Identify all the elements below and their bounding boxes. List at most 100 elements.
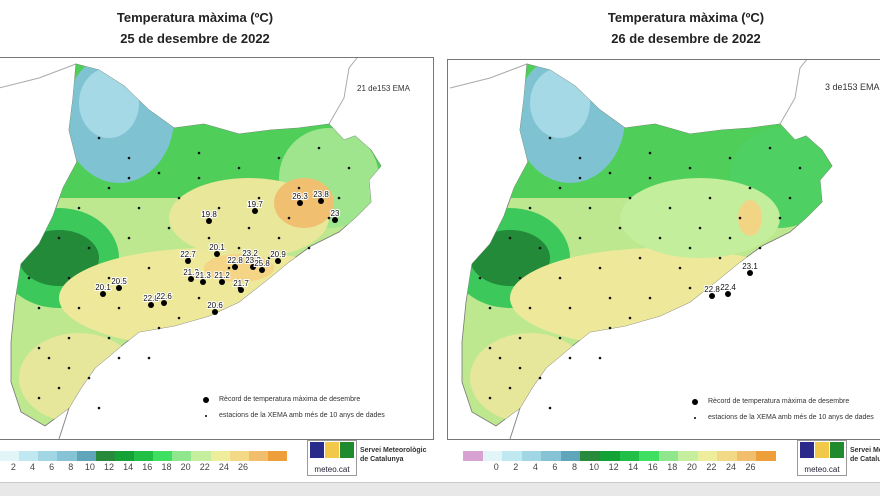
record-label: 26.3 [292, 192, 308, 201]
station-dot [648, 296, 652, 300]
station-dot [107, 336, 111, 340]
station-dot [648, 151, 652, 155]
legend-stations: estacions de la XEMA amb més de 10 anys … [708, 414, 874, 421]
record-dot [200, 279, 206, 285]
station-dot [568, 356, 572, 360]
station-dot [347, 166, 351, 170]
station-dot [277, 236, 281, 240]
station-dot [117, 356, 121, 360]
colorbar-segment [521, 451, 542, 461]
record-label: 21.3 [195, 271, 211, 280]
colorbar-segment [482, 451, 503, 461]
station-dot [67, 336, 71, 340]
border-line [509, 407, 521, 439]
station-dot [147, 356, 151, 360]
record-label: 21.3 [183, 268, 199, 277]
record-dot [709, 293, 715, 299]
map-panel-right: 23.1 22.8 22.4 3 de153 EMA Rècord de tempe… [447, 59, 880, 440]
station-dot [518, 336, 522, 340]
colorbar-tick-label: 12 [104, 462, 115, 472]
record-label: 19.7 [247, 200, 263, 209]
station-dot [337, 196, 341, 200]
station-dot [678, 266, 682, 270]
station-dot [37, 346, 41, 350]
record-dot [116, 285, 122, 291]
station-dot [317, 146, 321, 150]
colorbar-segment [463, 451, 483, 461]
field-west-dark [19, 230, 99, 286]
station-dot [528, 306, 532, 310]
logo-text: meteo.cat [314, 465, 350, 474]
colorbar-tick-label: 26 [237, 462, 248, 472]
colorbar-tick-label: 14 [628, 462, 639, 472]
title-text: Temperatura màxima (ºC) [607, 10, 765, 25]
station-dot [27, 276, 31, 280]
station-dot [548, 406, 552, 410]
record-dot [332, 217, 338, 223]
record-dot [185, 258, 191, 264]
colorbar-segment [133, 451, 154, 461]
station-dot [197, 151, 201, 155]
station-dot [107, 186, 111, 190]
station-dot [57, 236, 61, 240]
station-dot [628, 196, 632, 200]
colorbar-segment [756, 451, 776, 461]
station-dot [528, 206, 532, 210]
station-dot [197, 296, 201, 300]
colorbar-tick-label: 14 [123, 462, 134, 472]
record-dot [259, 267, 265, 273]
station-dot [217, 206, 221, 210]
map-legend: Rècord de temperatura màxima de desembre… [692, 398, 874, 430]
station-dot [37, 396, 41, 400]
station-dot [538, 376, 542, 380]
legend-record: Rècord de temperatura màxima de desembre [708, 398, 850, 405]
colorbar-segment [95, 451, 115, 461]
station-dot [197, 176, 201, 180]
meteocat-logo: meteo.cat [307, 440, 357, 476]
colorbar-tick-label: 2 [10, 462, 16, 472]
colorbar-segment [153, 451, 173, 461]
temperature-fields [11, 64, 381, 423]
station-dot [598, 356, 602, 360]
station-dot [97, 136, 101, 140]
station-dot [257, 196, 261, 200]
record-dot [212, 309, 218, 315]
colorbar-segment [541, 451, 561, 461]
border-line [0, 63, 77, 89]
colorbar-segment [38, 451, 58, 461]
logo-square-yellow [815, 442, 829, 458]
station-dot [77, 306, 81, 310]
colorbar-segment [639, 451, 659, 461]
station-dot [67, 276, 71, 280]
record-dot [232, 264, 238, 270]
station-dot [287, 216, 291, 220]
map-panel-left: 19.8 19.7 26.3 23.8 23 20.1 22.7 23.2 22.8 23.3 20… [0, 57, 434, 440]
record-dot [297, 200, 303, 206]
colorbar-tick-label: 10 [589, 462, 600, 472]
station-dot [227, 266, 231, 270]
map-legend: Rècord de temperatura màxima de desembre… [203, 396, 385, 428]
station-dot [628, 316, 632, 320]
station-dot [558, 186, 562, 190]
record-label: 19.8 [201, 210, 217, 219]
colorbar-tick-label: 18 [161, 462, 172, 472]
logo-square-green [830, 442, 844, 458]
station-dot [127, 176, 131, 180]
record-label: 22.4 [720, 283, 736, 292]
record-label: 21.2 [214, 271, 230, 280]
station-dot [127, 236, 131, 240]
station-dot [588, 206, 592, 210]
station-dot [307, 246, 311, 250]
colorbar-segment [658, 451, 679, 461]
temperature-map: 23.1 22.8 22.4 [449, 60, 833, 439]
station-dot [708, 196, 712, 200]
field-west-dark [470, 230, 550, 286]
station-dot [277, 156, 281, 160]
record-dot [161, 300, 167, 306]
station-dot [728, 236, 732, 240]
station-dot-icon [694, 416, 696, 419]
station-dot [237, 166, 241, 170]
colorbar-segment [248, 451, 268, 461]
